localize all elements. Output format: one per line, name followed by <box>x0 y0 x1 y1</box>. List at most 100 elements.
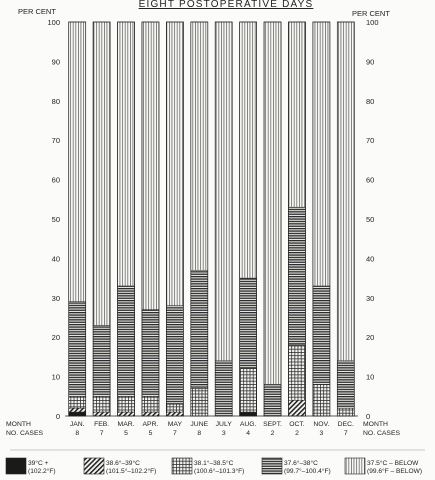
bar-segment <box>312 384 331 417</box>
bar-segment <box>239 411 257 417</box>
bar-segment <box>92 396 111 413</box>
bar-segment <box>68 407 86 413</box>
bar-outline <box>312 21 331 417</box>
bar-segment <box>166 21 184 306</box>
bar-segment <box>117 21 135 287</box>
bar-outline <box>68 21 87 417</box>
y-tick-label-right: 50 <box>366 215 374 224</box>
y-tick-label-right: 30 <box>366 294 374 303</box>
month-row-label-left: MONTH <box>6 421 31 428</box>
y-tick-label-left: 100 <box>47 18 60 27</box>
bar-segment <box>239 368 257 413</box>
case-count-label: 3 <box>319 430 323 437</box>
bar-segment <box>312 21 331 287</box>
y-axis-label-right: PER CENT <box>352 9 390 18</box>
bar-segment <box>68 396 86 409</box>
legend-swatch <box>344 457 366 475</box>
chart-title: EIGHT POSTOPERATIVE DAYS <box>139 0 314 10</box>
case-count-label: 5 <box>149 430 153 437</box>
legend-sublabel: (99.6°F – BELOW) <box>367 467 422 475</box>
legend-label: 38.1°–38.5°C <box>194 459 234 467</box>
bar-segment <box>92 411 111 417</box>
case-count-label: 7 <box>173 430 177 437</box>
bar-segment <box>92 325 111 397</box>
cases-row-label-left: NO. CASES <box>6 430 43 437</box>
x-tick-label: AUG. <box>240 421 257 428</box>
bar-segment <box>214 360 233 417</box>
y-tick-label-right: 80 <box>366 97 374 106</box>
y-tick-label-right: 90 <box>366 57 374 66</box>
bar-segment <box>239 21 257 279</box>
bar-segment <box>263 21 282 385</box>
bar-outline <box>288 21 306 417</box>
bar-segment <box>68 21 86 302</box>
y-tick-label-right: 70 <box>366 136 374 145</box>
x-tick-label: APR. <box>143 421 159 428</box>
bar-segment <box>166 403 184 413</box>
case-count-label: 7 <box>344 430 348 437</box>
y-tick-label-left: 80 <box>52 97 60 106</box>
y-tick-label-left: 0 <box>56 412 60 421</box>
case-count-label: 3 <box>222 430 226 437</box>
case-count-label: 5 <box>124 430 128 437</box>
y-tick-label-left: 30 <box>52 294 60 303</box>
bar-segment <box>263 384 282 417</box>
y-tick-label-right: 0 <box>366 412 370 421</box>
y-tick-label-right: 60 <box>366 176 374 185</box>
bar-segment <box>190 21 209 271</box>
y-tick-label-left: 90 <box>52 57 60 66</box>
y-tick-label-right: 40 <box>366 254 374 263</box>
bar-segment <box>190 388 209 417</box>
y-tick-label-left: 60 <box>52 176 60 185</box>
bar-segment <box>68 301 86 397</box>
legend-label: 39°C + <box>28 459 49 467</box>
bar-segment <box>239 277 257 369</box>
bar-segment <box>68 411 86 417</box>
bar-segment <box>337 360 355 409</box>
y-tick-label-right: 10 <box>366 373 374 382</box>
case-count-label: 2 <box>295 430 299 437</box>
bar-outline <box>239 21 257 417</box>
bar-outline <box>336 21 355 417</box>
bar-outline <box>166 21 184 417</box>
bar-segment <box>141 411 160 417</box>
y-tick-label-right: 100 <box>366 18 379 27</box>
legend-label: 38.6°–39°C <box>106 459 140 467</box>
case-count-label: 7 <box>100 430 104 437</box>
bar-segment <box>288 21 306 208</box>
x-tick-label: DEC. <box>338 421 354 428</box>
x-tick-label: NOV. <box>313 421 329 428</box>
case-count-label: 4 <box>246 430 250 437</box>
cases-row-label-right: NO. CASES <box>363 430 400 437</box>
legend-sublabel: (102.2°F) <box>28 467 56 475</box>
bar-segment <box>92 21 111 326</box>
y-tick-label-left: 10 <box>52 373 60 382</box>
bar-segment <box>288 344 306 401</box>
x-tick-label: JUNE <box>190 421 208 428</box>
bar-segment <box>337 407 355 417</box>
bar-segment <box>141 396 160 413</box>
y-tick-label-right: 20 <box>366 333 374 342</box>
case-count-label: 8 <box>75 430 79 437</box>
legend-swatch <box>5 457 27 475</box>
bar-outline <box>214 21 233 417</box>
bar-outline <box>92 21 111 417</box>
x-tick-label: JULY <box>216 421 233 428</box>
y-tick-label-left: 40 <box>52 254 60 263</box>
month-row-label-right: MONTH <box>363 421 388 428</box>
bar-segment <box>117 411 135 417</box>
legend-label: 37.5°C – BELOW <box>367 459 419 467</box>
x-tick-label: MAY <box>168 421 183 428</box>
bar-outline <box>117 21 135 417</box>
bar-segment <box>214 21 233 362</box>
legend-sublabel: (101.5°–102.2°F) <box>106 467 156 475</box>
bar-segment <box>117 285 135 397</box>
bar-segment <box>141 309 160 397</box>
y-tick-label-left: 70 <box>52 136 60 145</box>
bar-segment <box>337 21 355 362</box>
bar-outline <box>263 21 282 417</box>
y-tick-label-left: 50 <box>52 215 60 224</box>
x-tick-label: SEPT. <box>263 421 282 428</box>
bar-outline <box>141 21 160 417</box>
bar-segment <box>117 396 135 413</box>
